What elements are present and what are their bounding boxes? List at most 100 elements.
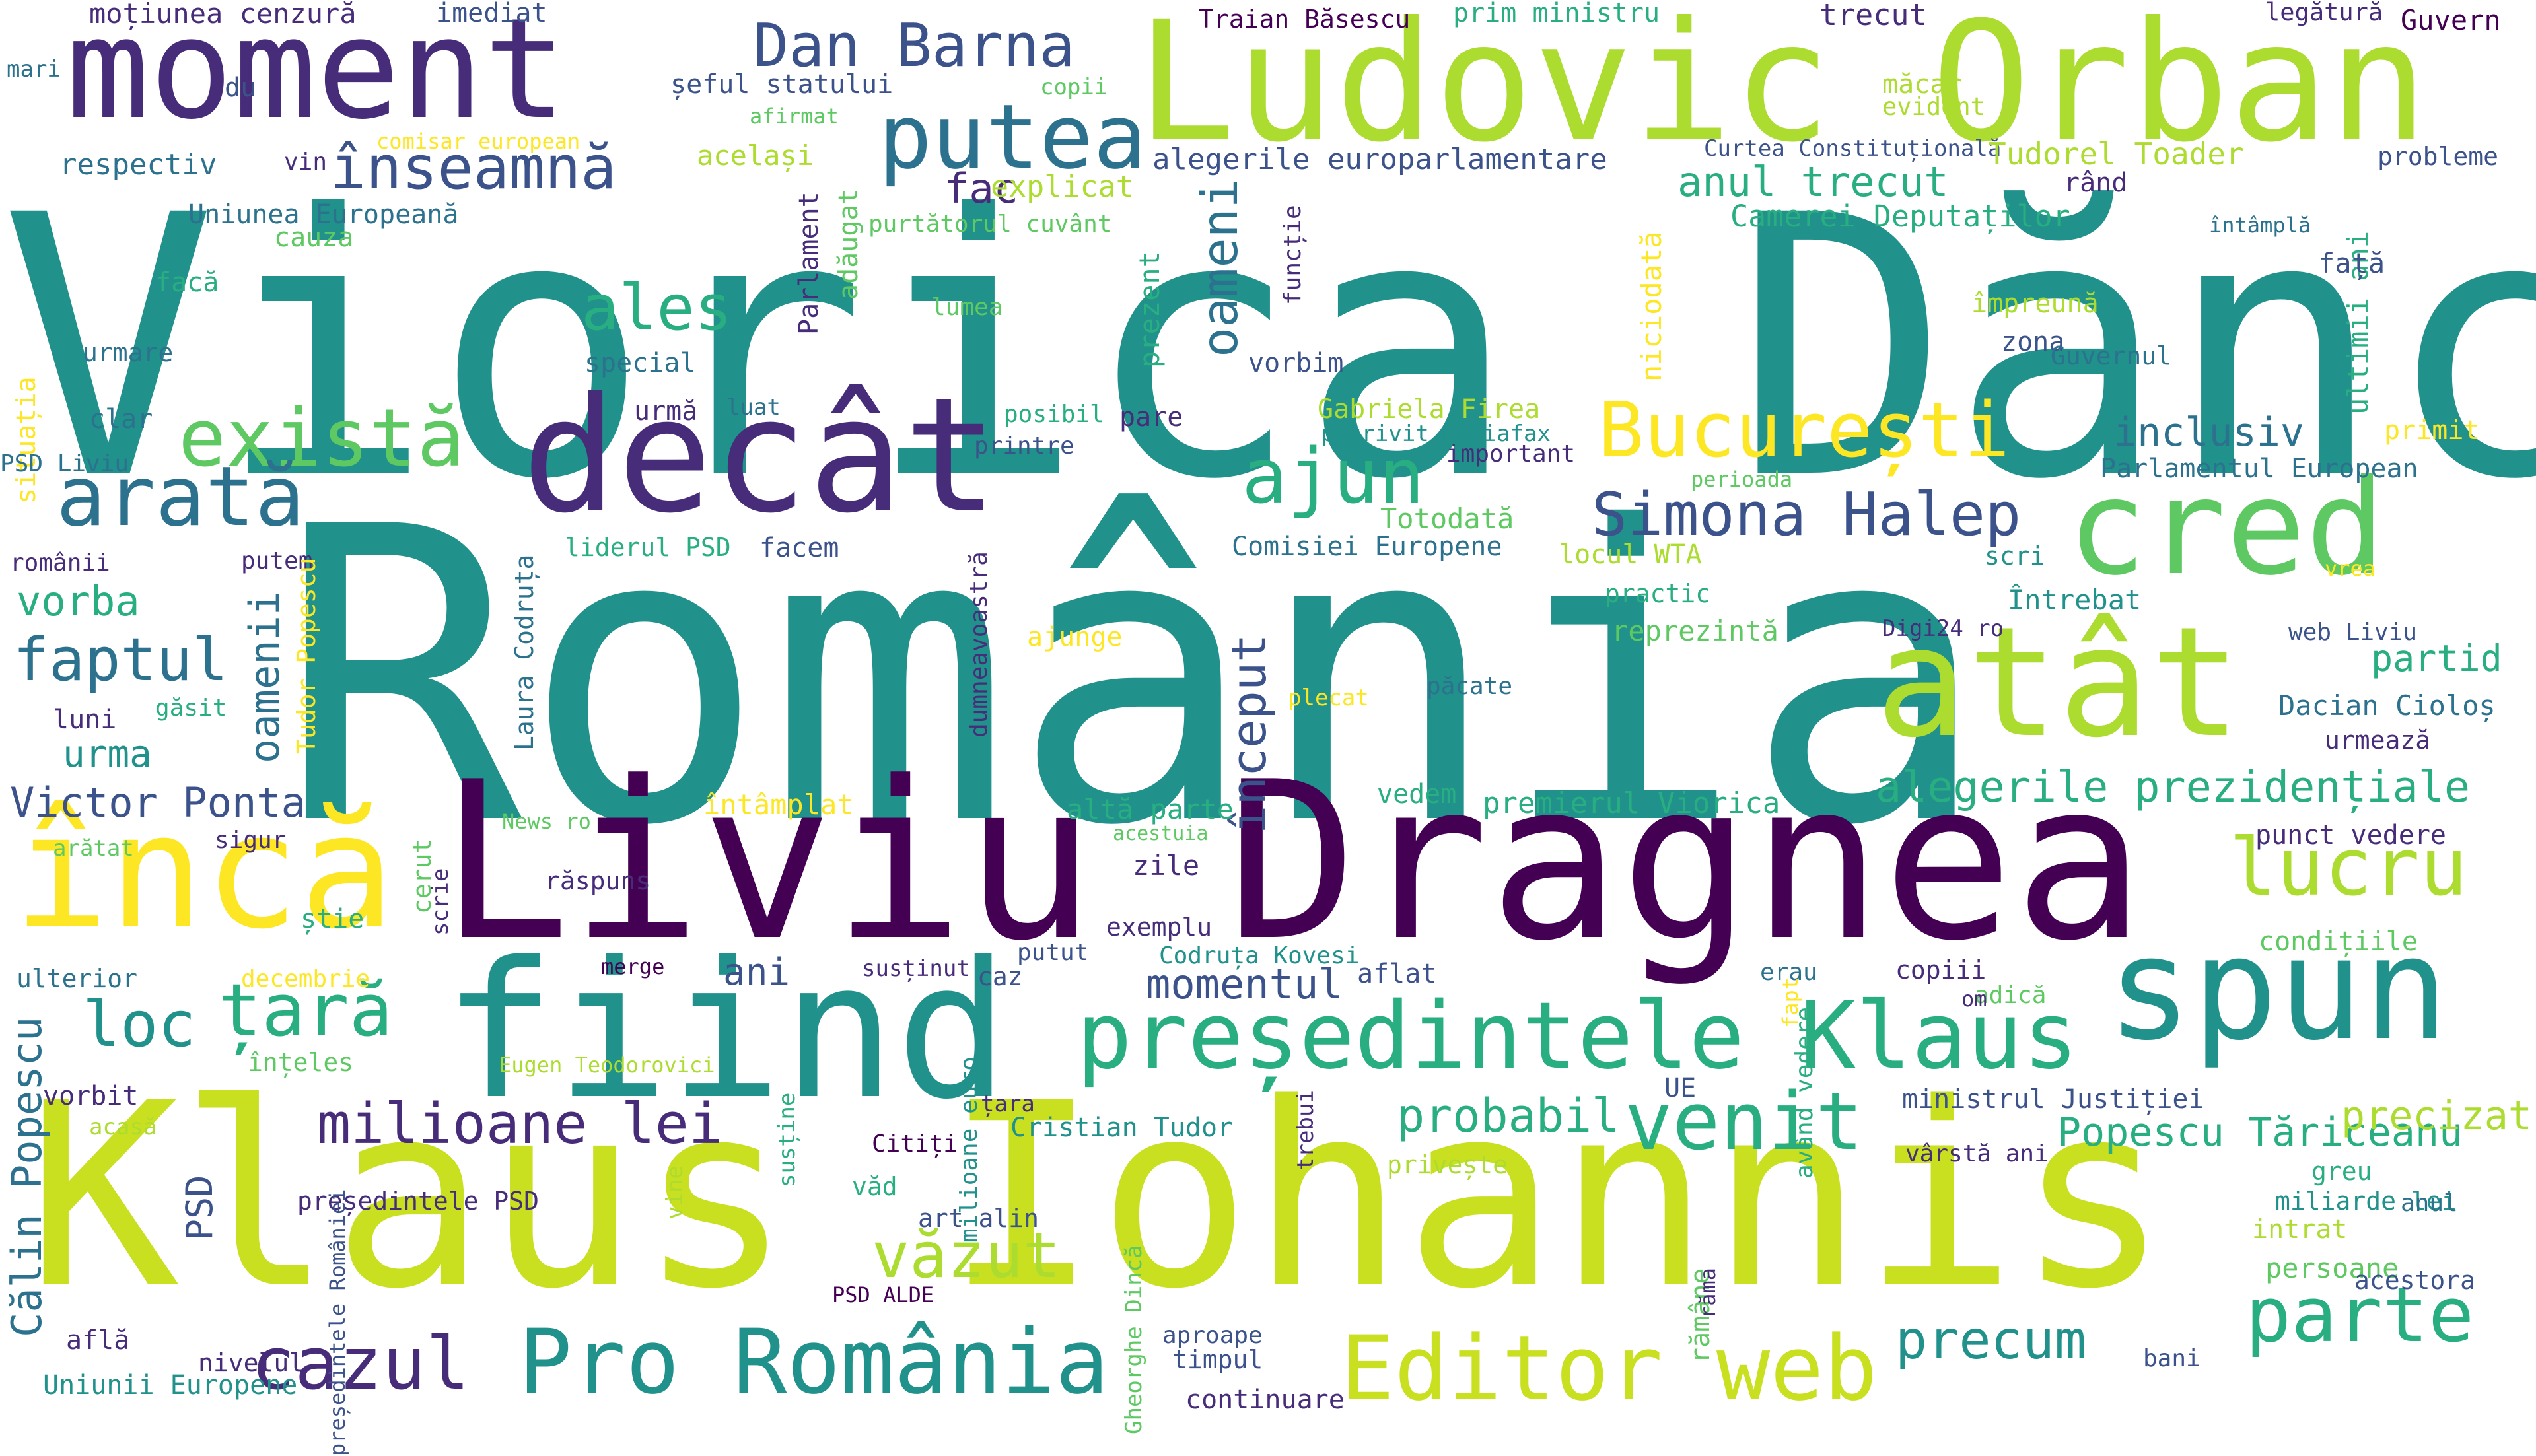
cloud-word-cititi: Citiți [872, 1130, 958, 1158]
cloud-word-tara: țară [218, 968, 393, 1053]
cloud-word-loc: loc [83, 988, 196, 1061]
cloud-word-uniunii-europene: Uniunii Europene [43, 1370, 298, 1401]
cloud-word-vrea: vrea [2325, 556, 2376, 581]
cloud-word-adica: adică [1975, 982, 2047, 1009]
cloud-word-urmare: urmare [83, 338, 174, 367]
cloud-word-pare: pare [1119, 402, 1183, 433]
cloud-word-premierul-viorica: premierul Viorica [1483, 786, 1780, 820]
cloud-word-faptul: faptul [13, 625, 229, 695]
cloud-word-plecat: plecat [1288, 685, 1369, 711]
cloud-word-evident: evident [1882, 92, 1985, 121]
cloud-word-acestuia: acestuia [1113, 822, 1209, 845]
cloud-word-parlament: Parlament [794, 191, 824, 335]
cloud-word-anul-trecut: anul trecut [1677, 158, 1949, 206]
cloud-word-special: special [584, 348, 696, 378]
cloud-word-guvernul: Guvernul [2051, 341, 2172, 370]
cloud-word-lucru: lucru [2229, 822, 2468, 914]
cloud-word-fata: față [2318, 247, 2385, 279]
cloud-word-prezent: prezent [1133, 250, 1166, 368]
cloud-word-inclusiv: inclusiv [2113, 409, 2304, 456]
cloud-word-totodata: Totodată [1380, 503, 1514, 535]
cloud-word-putea: putea [878, 85, 1147, 189]
cloud-word-probleme: probleme [2378, 142, 2499, 171]
cloud-word-intrebat: Întrebat [2008, 584, 2142, 616]
cloud-word-acasa: acasă [89, 1114, 157, 1140]
cloud-word-gasit: găsit [155, 695, 227, 722]
cloud-word-gabriela-firea: Gabriela Firea [1318, 394, 1541, 425]
cloud-word-exemplu: exemplu [1106, 913, 1213, 942]
cloud-word-curtea-constitutionala: Curtea Constituțională [1704, 135, 2002, 162]
cloud-word-posibil: posibil [1004, 401, 1104, 428]
cloud-word-precum: precum [1895, 1309, 2086, 1371]
cloud-word-inca: încă [13, 779, 395, 964]
cloud-word-vazut: văzut [872, 1220, 1061, 1292]
cloud-word-locul-wta: locul WTA [1559, 539, 1702, 570]
cloud-word-niciodata: niciodată [1635, 231, 1668, 382]
cloud-word-uniunea-europeana: Uniunea Europeană [188, 199, 459, 230]
cloud-word-caz: caz [977, 962, 1023, 991]
cloud-word-presedintele-klaus: președintele Klaus [1076, 983, 2079, 1090]
cloud-word-decembrie: decembrie [241, 965, 370, 992]
cloud-word-avand-vedere: având vedere [1791, 1006, 1818, 1179]
cloud-word-atat: atât [1876, 595, 2241, 771]
cloud-word-timpul: timpul [1172, 1345, 1263, 1374]
cloud-word-rama: răma [1695, 1267, 1720, 1319]
cloud-word-camerei-deputatilor: Camerei Deputaților [1730, 199, 2070, 234]
cloud-word-romanii: românii [10, 549, 110, 576]
cloud-word-reprezinta: reprezintă [1611, 615, 1779, 647]
cloud-word-web-liviu: web Liviu [2288, 619, 2418, 646]
cloud-word-inteles: înțeles [248, 1048, 354, 1077]
cloud-word-punct-vedere: punct vedere [2255, 820, 2446, 850]
cloud-word-respectiv: respectiv [59, 148, 217, 182]
cloud-word-acelasi: același [697, 139, 814, 172]
cloud-word-stie: știe [300, 904, 365, 934]
cloud-word-editor-web: Editor web [1341, 1317, 1878, 1420]
cloud-word-copii: copii [1040, 74, 1108, 100]
cloud-word-alta-parte: altă parte [1067, 793, 1234, 825]
cloud-word-zona: zona [2001, 327, 2065, 357]
cloud-word-luat: luat [726, 394, 781, 421]
cloud-word-vad: văd [852, 1172, 898, 1201]
cloud-word-digi24-ro: Digi24 ro [1882, 615, 2004, 642]
cloud-word-luni: luni [53, 705, 117, 735]
cloud-word-inseamna: înseamnă [330, 133, 617, 203]
cloud-word-traian-basescu: Traian Băsescu [1199, 5, 1411, 34]
cloud-word-tudor-popescu: Tudor Popescu [292, 557, 321, 754]
cloud-word-fapt: fapt [1778, 977, 1803, 1028]
cloud-word-vedem: vedem [1377, 779, 1457, 810]
cloud-word-erau: erau [1760, 959, 1817, 986]
cloud-word-sustinut: susținut [862, 955, 970, 982]
cloud-word-functie: funcție [1279, 205, 1306, 305]
cloud-word-gheorghe-dinca: Gheorghe Dincă [1121, 1245, 1147, 1434]
cloud-word-practic: practic [1605, 579, 1711, 608]
cloud-word-moment: moment [66, 0, 567, 150]
cloud-word-klaus-iohannis: Klaus Iohannis [26, 1049, 2170, 1344]
cloud-word-vorba: vorba [17, 577, 140, 625]
cloud-word-copiii: copiii [1895, 955, 1987, 985]
cloud-word-cazul: cazul [251, 1321, 470, 1406]
cloud-word-codruta-kovesi: Codruța Kovesi [1159, 942, 1360, 969]
cloud-word-conditiile: condițiile [2259, 926, 2418, 957]
cloud-word-viorica-dancila: Viorica Dăncilă [0, 139, 2536, 558]
cloud-word-urma: urmă [634, 396, 698, 427]
cloud-word-oamenii: oamenii [240, 590, 289, 763]
cloud-word-imediat: imediat [436, 0, 547, 28]
cloud-word-om: om [1961, 987, 1987, 1012]
cloud-word-priveste: privește [1387, 1150, 1508, 1179]
cloud-word-psd-alde: PSD ALDE [832, 1282, 934, 1307]
cloud-word-arata: arată [56, 449, 305, 545]
cloud-word-decat: decât [522, 363, 999, 548]
cloud-word-continuare: continuare [1185, 1385, 1345, 1415]
cloud-word-ani: ani [723, 951, 791, 994]
cloud-word-purtatorul-cuvant: purtătorul cuvânt [868, 211, 1112, 238]
cloud-word-intamplat: întâmplat [703, 788, 854, 821]
cloud-word-fiind: fiind [442, 922, 1009, 1141]
cloud-word-tudorel-toader: Tudorel Toader [1988, 136, 2244, 172]
cloud-word-presedintele-romaniei: președintele României [325, 1189, 350, 1456]
cloud-word-parte: parte [2245, 1271, 2475, 1360]
cloud-word-art-alin: art alin [918, 1204, 1039, 1233]
cloud-word-faca: facă [155, 267, 219, 298]
cloud-word-adaugat: adăugat [833, 188, 864, 300]
cloud-word-ulterior: ulterior [17, 964, 138, 993]
cloud-word-clar: clar [89, 404, 153, 434]
